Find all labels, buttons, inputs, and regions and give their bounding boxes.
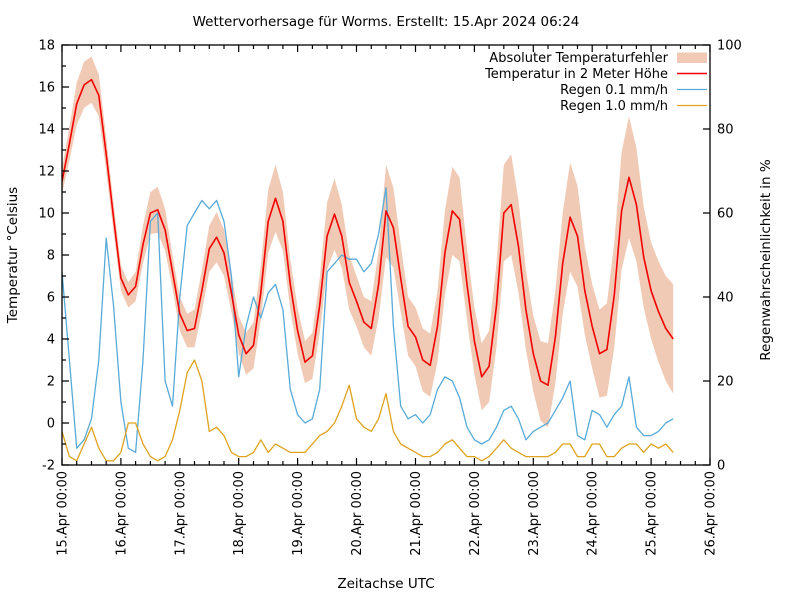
legend-item-rain-01mm: Regen 0.1 mm/h — [560, 83, 707, 98]
legend: Absoluter Temperaturfehler Temperatur in… — [484, 51, 707, 114]
x-axis-label: Zeitachse UTC — [337, 576, 434, 592]
y-axis-left-label: Temperatur °Celsius — [5, 187, 21, 324]
tick-label: 24.Apr 00:00 — [586, 471, 601, 556]
tick-label: 17.Apr 00:00 — [173, 471, 188, 556]
tick-label: 22.Apr 00:00 — [468, 471, 483, 556]
tick-label: 0 — [717, 459, 725, 474]
tick-label: 15.Apr 00:00 — [56, 471, 71, 556]
y-axis-left-ticks — [62, 44, 69, 466]
tick-label: 14 — [38, 123, 55, 138]
tick-label: 18 — [38, 39, 55, 54]
legend-label-temperature: Temperatur in 2 Meter Höhe — [484, 67, 668, 82]
tick-label: 6 — [47, 291, 55, 306]
rain-01mm-line — [62, 187, 674, 454]
temperature-line — [62, 78, 674, 387]
legend-label-rain-01mm: Regen 0.1 mm/h — [560, 83, 668, 98]
y-axis-right-tick-labels: 0 20 40 60 80 100 — [717, 39, 742, 474]
tick-label: 16 — [38, 81, 55, 96]
y-axis-right-ticks — [703, 44, 710, 466]
legend-item-temperature: Temperatur in 2 Meter Höhe — [484, 67, 707, 82]
tick-label: 26.Apr 00:00 — [704, 471, 719, 556]
tick-label: 25.Apr 00:00 — [645, 471, 660, 556]
tick-label: 20 — [717, 375, 734, 390]
tick-label: 20.Apr 00:00 — [350, 471, 365, 556]
tick-label: 19.Apr 00:00 — [291, 471, 306, 556]
y-axis-left-tick-labels: -2 0 2 4 6 8 10 12 14 16 18 — [38, 39, 55, 474]
tick-label: 8 — [47, 249, 55, 264]
tick-label: 10 — [38, 207, 55, 222]
tick-label: 23.Apr 00:00 — [527, 471, 542, 556]
tick-label: 4 — [47, 333, 55, 348]
tick-label: 80 — [717, 123, 734, 138]
tick-label: 2 — [47, 375, 55, 390]
legend-item-error-band: Absoluter Temperaturfehler — [489, 51, 707, 66]
tick-label: 21.Apr 00:00 — [409, 471, 424, 556]
tick-label: 40 — [717, 291, 734, 306]
tick-label: 60 — [717, 207, 734, 222]
tick-label: 18.Apr 00:00 — [232, 471, 247, 556]
tick-label: -2 — [42, 459, 55, 474]
tick-label: 16.Apr 00:00 — [114, 471, 129, 556]
tick-label: 12 — [38, 165, 55, 180]
x-axis-tick-labels: 15.Apr 00:00 16.Apr 00:00 17.Apr 00:00 18.A… — [56, 471, 719, 556]
legend-label-error-band: Absoluter Temperaturfehler — [489, 51, 668, 66]
chart-title: Wettervorhersage für Worms. Erstellt: 15… — [193, 14, 580, 30]
legend-label-rain-10mm: Regen 1.0 mm/h — [560, 99, 668, 114]
tick-label: 100 — [717, 39, 742, 54]
rain-10mm-line — [62, 359, 674, 462]
legend-item-rain-10mm: Regen 1.0 mm/h — [560, 99, 707, 114]
tick-label: 0 — [47, 417, 55, 432]
legend-swatch-error-band — [677, 52, 707, 63]
x-axis-ticks — [61, 45, 711, 465]
y-axis-right-label: Regenwahrscheinlichkeit in % — [758, 159, 774, 361]
